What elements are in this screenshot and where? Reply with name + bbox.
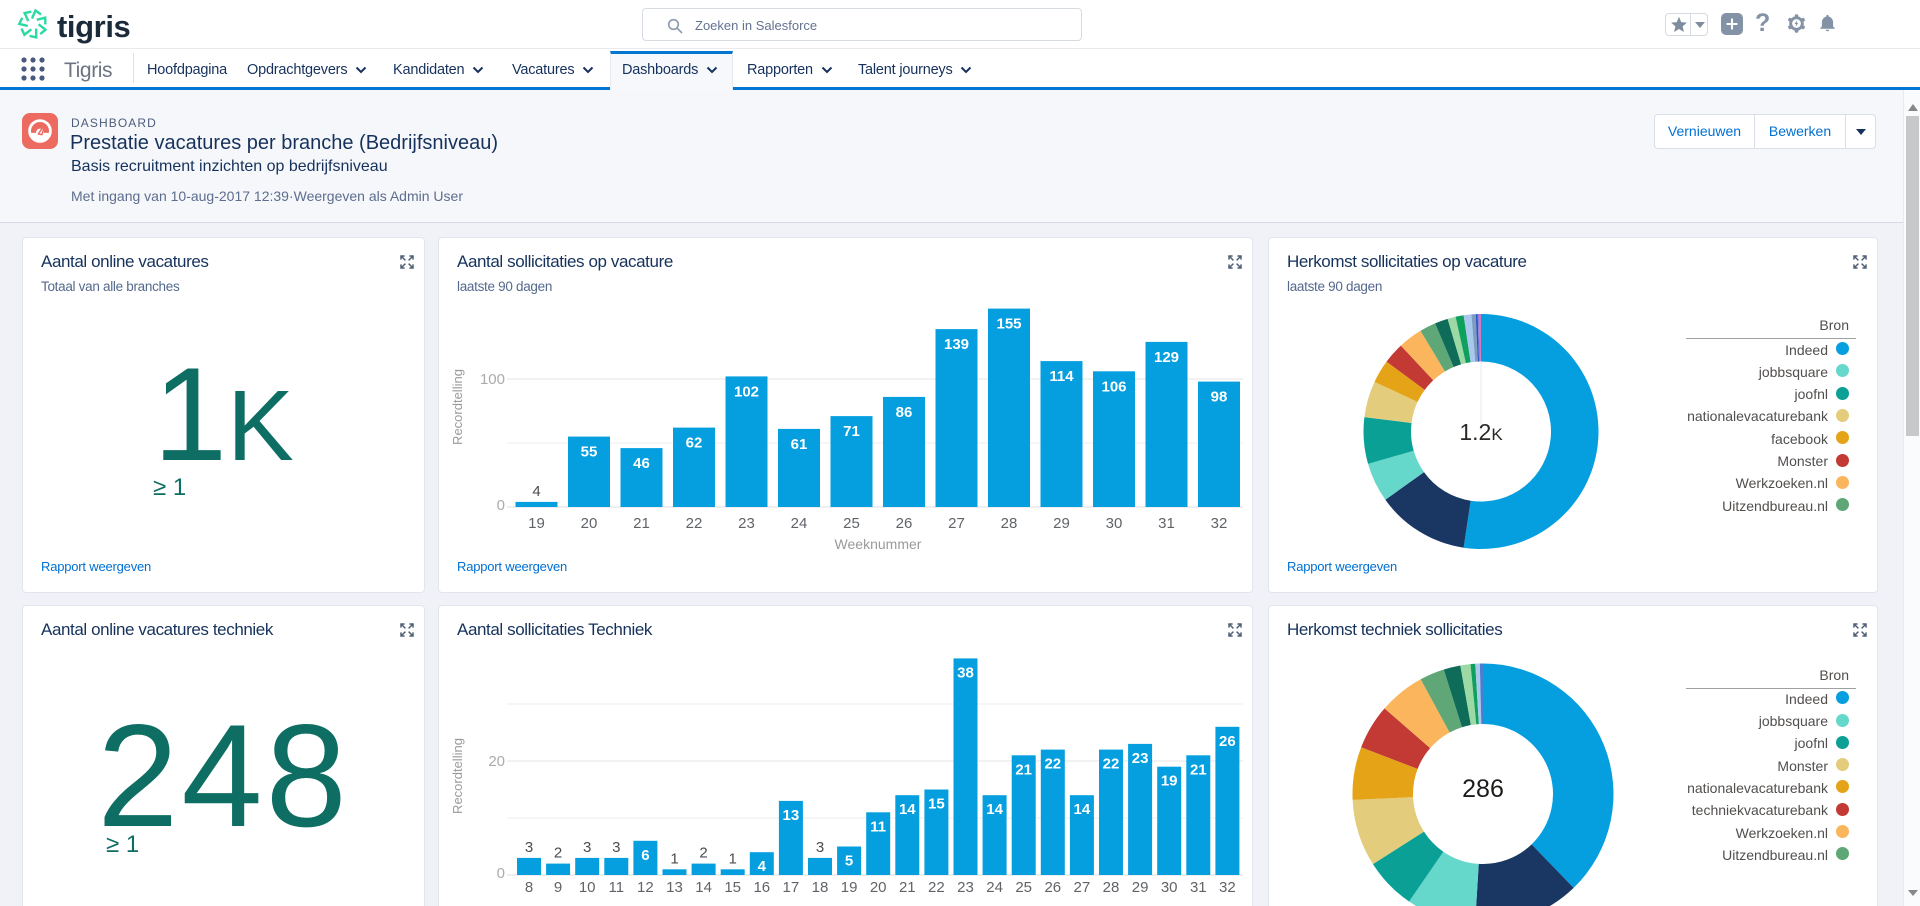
svg-text:11: 11 (609, 879, 625, 896)
svg-text:98: 98 (1211, 389, 1228, 406)
svg-text:32: 32 (1219, 879, 1236, 896)
svg-text:3: 3 (525, 839, 533, 856)
svg-text:25: 25 (1015, 879, 1032, 896)
svg-text:3: 3 (612, 839, 620, 856)
svg-text:11: 11 (870, 818, 886, 835)
svg-text:22: 22 (686, 515, 703, 532)
svg-text:21: 21 (1190, 761, 1207, 778)
svg-text:14: 14 (899, 801, 916, 818)
svg-text:22: 22 (928, 879, 945, 896)
svg-text:1: 1 (670, 850, 678, 867)
svg-text:12: 12 (637, 879, 654, 896)
svg-text:22: 22 (1103, 756, 1120, 773)
svg-text:28: 28 (1103, 879, 1120, 896)
svg-text:15: 15 (724, 879, 741, 896)
svg-text:20: 20 (488, 753, 505, 770)
svg-text:24: 24 (791, 515, 808, 532)
svg-text:17: 17 (783, 879, 800, 896)
svg-text:24: 24 (986, 879, 1003, 896)
svg-text:2: 2 (699, 845, 707, 862)
svg-text:30: 30 (1161, 879, 1178, 896)
svg-text:26: 26 (896, 515, 913, 532)
svg-text:62: 62 (686, 435, 703, 452)
svg-text:Recordtelling: Recordtelling (450, 369, 465, 445)
svg-text:61: 61 (791, 436, 808, 453)
svg-text:3: 3 (583, 839, 591, 856)
svg-text:32: 32 (1211, 515, 1228, 532)
svg-text:21: 21 (633, 515, 650, 532)
svg-text:13: 13 (666, 879, 683, 896)
svg-text:19: 19 (528, 515, 545, 532)
svg-text:Weeknummer: Weeknummer (835, 903, 922, 906)
svg-text:16: 16 (753, 879, 770, 896)
svg-text:30: 30 (1106, 515, 1123, 532)
svg-text:18: 18 (812, 879, 829, 896)
svg-text:27: 27 (948, 515, 965, 532)
svg-text:6: 6 (641, 847, 649, 864)
svg-text:Recordtelling: Recordtelling (450, 738, 465, 814)
svg-text:19: 19 (841, 879, 858, 896)
svg-text:55: 55 (581, 444, 598, 461)
svg-text:3: 3 (816, 839, 824, 856)
svg-text:26: 26 (1044, 879, 1061, 896)
svg-text:5: 5 (845, 853, 853, 870)
svg-text:0: 0 (497, 497, 505, 514)
svg-text:23: 23 (738, 515, 755, 532)
svg-text:0: 0 (497, 865, 505, 882)
svg-text:14: 14 (1074, 801, 1091, 818)
svg-text:22: 22 (1044, 756, 1061, 773)
svg-text:28: 28 (1001, 515, 1018, 532)
svg-text:29: 29 (1132, 879, 1149, 896)
svg-text:9: 9 (554, 879, 562, 896)
svg-text:Weeknummer: Weeknummer (835, 536, 922, 552)
svg-text:14: 14 (986, 801, 1003, 818)
svg-text:46: 46 (633, 455, 650, 472)
svg-text:20: 20 (870, 879, 887, 896)
svg-text:114: 114 (1049, 368, 1074, 385)
svg-text:26: 26 (1219, 733, 1236, 750)
svg-text:21: 21 (899, 879, 916, 896)
svg-text:4: 4 (532, 483, 540, 500)
svg-text:38: 38 (957, 664, 974, 681)
svg-text:100: 100 (480, 371, 505, 388)
svg-text:20: 20 (581, 515, 598, 532)
svg-text:129: 129 (1154, 349, 1179, 366)
svg-text:27: 27 (1074, 879, 1091, 896)
svg-text:8: 8 (525, 879, 533, 896)
svg-text:19: 19 (1161, 773, 1178, 790)
svg-text:86: 86 (896, 404, 913, 421)
svg-text:106: 106 (1101, 378, 1126, 395)
svg-text:23: 23 (957, 879, 974, 896)
svg-text:71: 71 (843, 423, 860, 440)
svg-text:139: 139 (944, 336, 969, 353)
svg-text:14: 14 (695, 879, 712, 896)
svg-text:25: 25 (843, 515, 860, 532)
svg-text:29: 29 (1053, 515, 1070, 532)
svg-text:15: 15 (928, 796, 945, 813)
svg-text:13: 13 (783, 807, 800, 824)
svg-text:23: 23 (1132, 750, 1149, 767)
svg-text:31: 31 (1158, 515, 1175, 532)
svg-text:10: 10 (579, 879, 596, 896)
svg-text:2: 2 (554, 845, 562, 862)
svg-text:31: 31 (1190, 879, 1207, 896)
svg-text:4: 4 (758, 858, 767, 875)
svg-text:155: 155 (996, 316, 1021, 333)
svg-text:1: 1 (729, 850, 737, 867)
svg-text:102: 102 (734, 383, 759, 400)
svg-text:21: 21 (1015, 761, 1032, 778)
